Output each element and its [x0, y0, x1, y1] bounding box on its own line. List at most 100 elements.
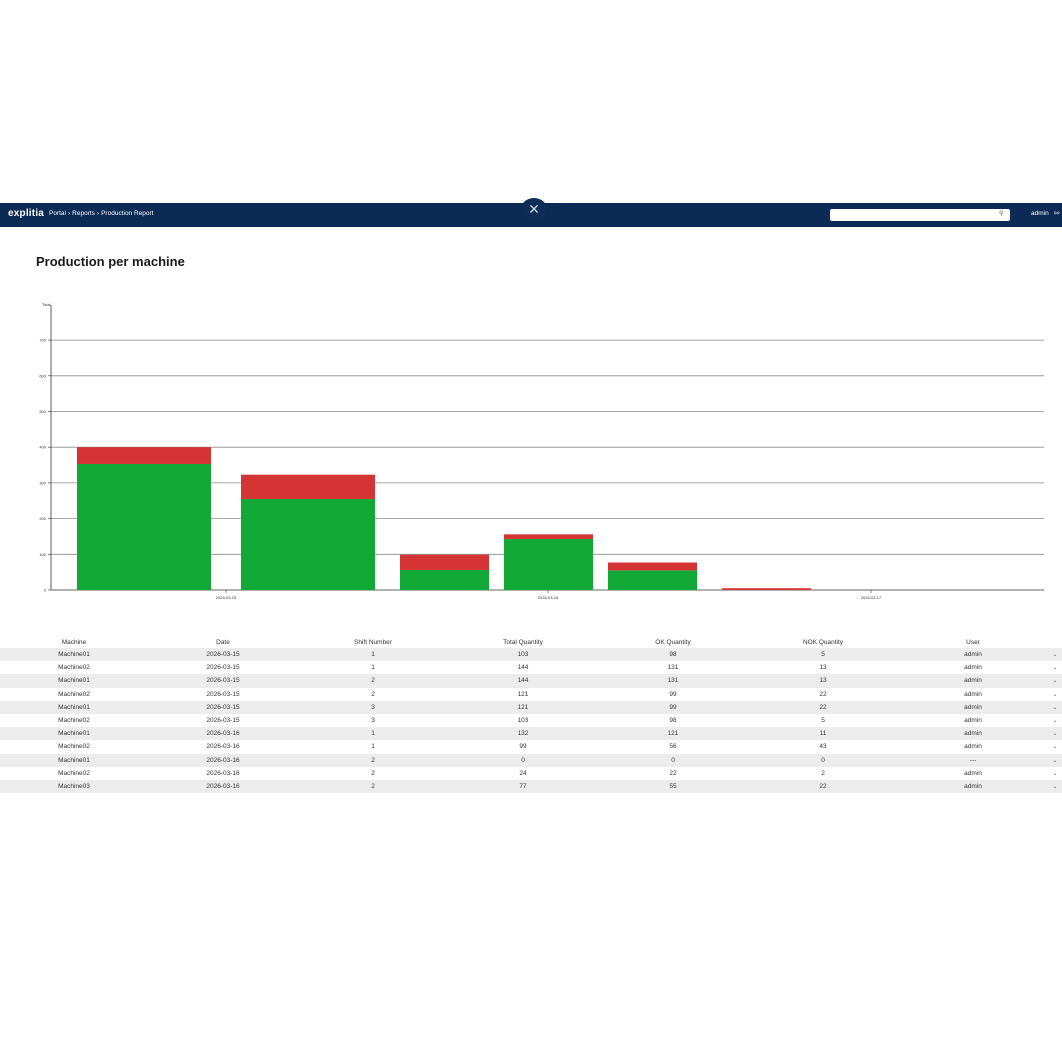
- table-cell: 1: [298, 648, 448, 662]
- bar-nok-3: [400, 554, 489, 571]
- table-cell: 144: [448, 674, 598, 688]
- table-cell: 2: [298, 779, 448, 794]
- table-cell: 2026-03-16: [206, 769, 240, 777]
- table-cell: ---: [898, 753, 1048, 767]
- table-cell: 22: [748, 779, 898, 794]
- y-tick-label: 600: [39, 373, 46, 378]
- table-cell: admin: [964, 743, 982, 751]
- table-cell: 2026-03-16: [148, 753, 298, 767]
- table-cell: admin: [898, 727, 1048, 741]
- table-cell: Machine01: [0, 727, 148, 741]
- table-row[interactable]: Machine02 2026-03-15 1 144 131 13 admin ⌄: [0, 661, 1062, 674]
- table-cell: 3: [371, 717, 375, 725]
- y-tick-label: 100: [39, 552, 46, 557]
- column-header-nok-quantity[interactable]: NOK Quantity: [802, 639, 844, 646]
- chevron-down-icon[interactable]: ⌄: [1048, 727, 1062, 741]
- table-cell: 5: [748, 648, 898, 662]
- close-icon[interactable]: ✕: [521, 198, 547, 220]
- chevron-down-icon[interactable]: ⌄: [1048, 674, 1062, 688]
- bar-nok-6: [722, 588, 811, 590]
- y-axis-label: Total: [42, 302, 51, 307]
- table-cell: 5: [821, 717, 825, 725]
- table-cell: 13: [819, 664, 827, 672]
- table-cell: admin: [964, 664, 982, 672]
- column-header-date[interactable]: Date: [216, 639, 230, 646]
- table-cell: 55: [598, 779, 748, 794]
- breadcrumb-reports[interactable]: Reports: [72, 210, 95, 217]
- bar-ok-1: [77, 463, 211, 590]
- table-cell: 2026-03-15: [206, 664, 240, 672]
- table-cell: admin: [898, 648, 1048, 662]
- table-row[interactable]: Machine01 2026-03-16 1 132 121 11 admin ⌄: [0, 727, 1062, 741]
- column-header-total-quantity[interactable]: Total Quantity: [503, 639, 543, 646]
- y-tick-label: 300: [39, 480, 46, 485]
- table-cell: Machine02: [58, 743, 90, 751]
- chevron-down-icon[interactable]: ⌄: [1048, 779, 1062, 794]
- table-cell: 98: [669, 717, 677, 725]
- bar-ok-5: [608, 570, 697, 590]
- table-body: Machine01 2026-03-15 1 103 98 5 admin ⌄ Machine0…: [0, 648, 1062, 794]
- table-row[interactable]: Machine01 2026-03-15 2 144 131 13 admin ⌄: [0, 674, 1062, 688]
- table-row[interactable]: Machine02 2026-03-16 1 99 56 43 admin ⌄: [0, 740, 1062, 753]
- breadcrumb: Portal › Reports › Production Report: [49, 210, 153, 217]
- table-cell: 2: [298, 753, 448, 767]
- column-header-machine[interactable]: Machine: [61, 639, 87, 646]
- chevron-down-icon[interactable]: ⌄: [1052, 665, 1058, 672]
- chevron-right-icon: ›: [67, 210, 71, 217]
- table-cell: Machine03: [0, 779, 148, 794]
- app-logo[interactable]: explitia: [8, 208, 45, 219]
- search-input[interactable]: [830, 209, 1010, 221]
- column-header-user[interactable]: User: [966, 639, 980, 646]
- table-cell: 99: [598, 700, 748, 714]
- table-cell: 56: [669, 743, 677, 751]
- table-row[interactable]: Machine03 2026-03-16 2 77 55 22 admin ⌄: [0, 779, 1062, 794]
- x-tick-label: 2026-03-15: [216, 595, 237, 600]
- bar-ok-4: [504, 538, 593, 590]
- table-cell: 2026-03-15: [206, 717, 240, 725]
- table-cell: 121: [448, 700, 598, 714]
- search-icon[interactable]: ⚲: [999, 211, 1004, 217]
- chevron-down-icon[interactable]: ⌄: [1048, 700, 1062, 714]
- user-name[interactable]: admin: [1031, 210, 1049, 217]
- table-cell: admin: [964, 690, 982, 698]
- table-row[interactable]: Machine02 2026-03-16 2 24 22 2 admin ⌄: [0, 767, 1062, 780]
- table-cell: Machine02: [58, 690, 90, 698]
- table-cell: 2: [821, 769, 825, 777]
- table-cell: 131: [598, 674, 748, 688]
- table-cell: 3: [298, 700, 448, 714]
- table-row[interactable]: Machine02 2026-03-15 3 103 98 5 admin ⌄: [0, 714, 1062, 727]
- y-tick-label: 700: [39, 338, 46, 343]
- chevron-down-icon[interactable]: ⌄: [1052, 718, 1058, 725]
- table-cell: 2026-03-16: [206, 743, 240, 751]
- page-title: Production per machine: [36, 254, 185, 269]
- table-cell: 2: [371, 690, 375, 698]
- chevron-down-icon[interactable]: ⌄: [1048, 753, 1062, 767]
- y-tick-label: 500: [39, 409, 46, 414]
- table-row[interactable]: Machine01 2026-03-15 1 103 98 5 admin ⌄: [0, 648, 1062, 662]
- logout-icon[interactable]: ⇰: [1054, 210, 1060, 217]
- chevron-down-icon[interactable]: ⌄: [1052, 744, 1058, 751]
- table-cell: Machine01: [0, 674, 148, 688]
- table-cell: 2026-03-15: [148, 674, 298, 688]
- table-cell: 2: [371, 769, 375, 777]
- table-row[interactable]: Machine02 2026-03-15 2 121 99 22 admin ⌄: [0, 688, 1062, 701]
- table-row[interactable]: Machine01 2026-03-16 2 0 0 0 --- ⌄: [0, 753, 1062, 767]
- chevron-down-icon[interactable]: ⌄: [1052, 691, 1058, 698]
- table-cell: 2026-03-15: [148, 700, 298, 714]
- table-header-row: Machine Date Shift Number Total Quantity OK …: [0, 637, 1062, 648]
- table-cell: 2026-03-15: [148, 648, 298, 662]
- table-cell: 13: [748, 674, 898, 688]
- chevron-down-icon[interactable]: ⌄: [1048, 648, 1062, 662]
- table-cell: 22: [748, 700, 898, 714]
- chevron-down-icon[interactable]: ⌄: [1052, 770, 1058, 777]
- table-row[interactable]: Machine01 2026-03-15 3 121 99 22 admin ⌄: [0, 700, 1062, 714]
- table-cell: 103: [448, 648, 598, 662]
- column-header-shift-number[interactable]: Shift Number: [354, 639, 392, 646]
- table-cell: 2: [298, 674, 448, 688]
- column-header-ok-quantity[interactable]: OK Quantity: [655, 639, 691, 646]
- table-cell: 11: [748, 727, 898, 741]
- table-cell: Machine02: [58, 717, 90, 725]
- table-cell: 22: [819, 690, 827, 698]
- bar-nok-2: [241, 474, 375, 499]
- breadcrumb-portal[interactable]: Portal: [49, 210, 66, 217]
